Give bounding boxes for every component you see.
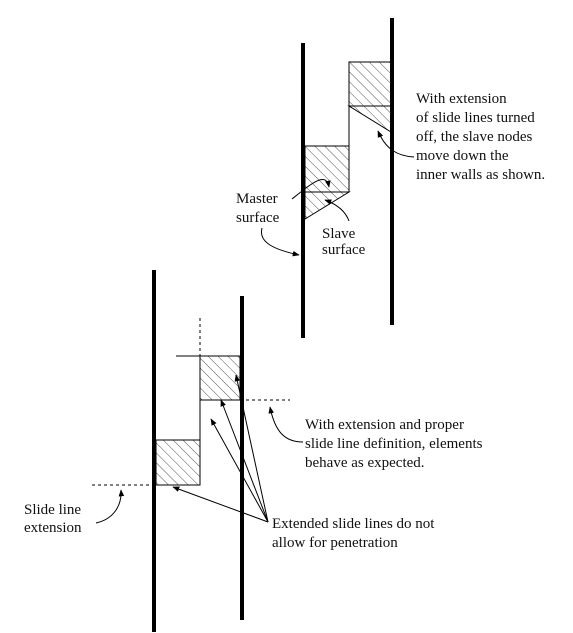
upper-lower-element-skew: [304, 191, 351, 220]
slave-surface-label: Slave surface: [322, 226, 366, 258]
arrow-to-connector: [210, 418, 269, 523]
extended-note-arrows: [172, 374, 269, 523]
lower-configuration: [92, 270, 290, 632]
slide-line-extension-label: Slide line extension: [24, 502, 85, 536]
upper-note: With extension of slide lines turned off…: [416, 91, 545, 183]
upper-top-element-skew: [347, 105, 392, 133]
upper-note-arrow: [377, 130, 415, 158]
master-arrow-upper: [291, 179, 331, 200]
upper-configuration: [301, 18, 394, 338]
upper-top-element: [348, 61, 392, 107]
extended-slide-lines-note: Extended slide lines do not allow for pe…: [272, 516, 438, 551]
master-arrow-lower: [261, 227, 300, 257]
arrow-to-top-element-edge: [234, 374, 269, 523]
lower-top-element: [199, 355, 241, 401]
arrow-to-bottom-element: [172, 486, 269, 523]
slave-arrow: [324, 199, 350, 222]
arrow-to-top-element-corner: [220, 399, 269, 523]
extension-label-arrow: [95, 489, 125, 524]
lower-bottom-element: [155, 439, 201, 486]
upper-lower-element: [304, 145, 350, 193]
lower-note: With extension and proper slide line def…: [305, 417, 486, 471]
lower-note-arrow: [268, 406, 304, 443]
master-surface-label: Master surface: [236, 191, 281, 226]
